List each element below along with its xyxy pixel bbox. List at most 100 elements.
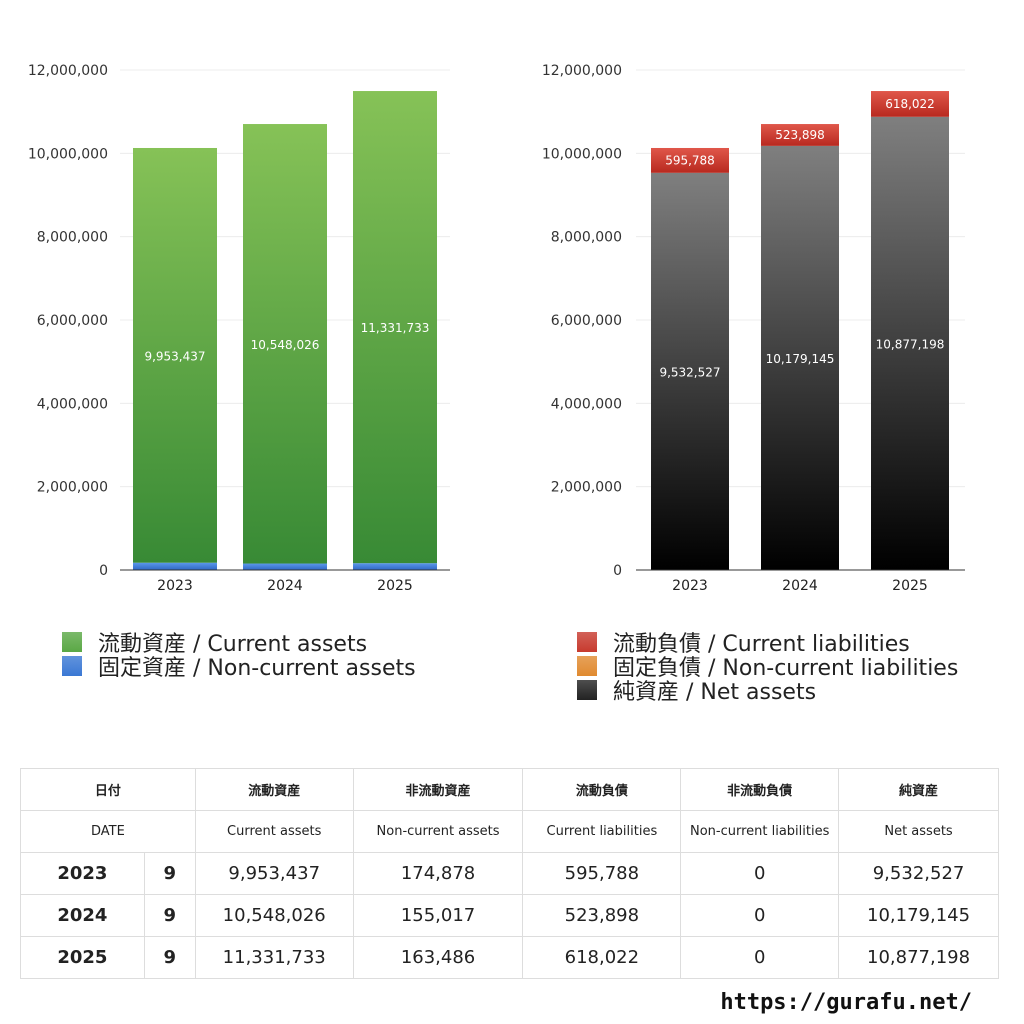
table-row: 2025 9 11,331,733 163,486 618,022 0 10,8… [20,936,999,979]
data-label: 523,898 [775,128,825,142]
legend-assets-item: 固定資産 / Non-current assets [62,654,416,681]
data-label: 595,788 [665,153,715,167]
x-tick-label: 2023 [672,578,708,594]
site-url[interactable]: https://gurafu.net/ [720,990,972,1015]
y-tick-label: 12,000,000 [28,63,108,79]
bar-segment [133,562,217,570]
cell-net-assets: 9,532,527 [838,852,999,895]
bar-segment [871,116,949,570]
cell-current-liabilities: 618,022 [522,936,682,979]
y-tick-label: 6,000,000 [37,313,108,329]
cell-noncurrent-assets: 163,486 [352,936,524,979]
data-label: 10,877,198 [876,337,945,351]
legend-label: 流動負債 / Current liabilities [613,632,910,657]
header-current-assets-jp: 流動資産 [194,768,354,811]
x-tick-label: 2024 [782,578,818,594]
data-label: 11,331,733 [361,321,430,335]
row-year: 2023 [20,852,145,895]
cell-current-assets: 11,331,733 [194,936,354,979]
x-tick-label: 2025 [377,578,413,594]
bar-segment [651,147,729,173]
chart-assets: 0 2,000,000 4,000,000 6,000,000 8,000,000 10,… [28,63,450,594]
header-noncurrent-assets-en: Non-current assets [352,810,524,853]
bar-segment [871,91,949,117]
legend-label: 固定負債 / Non-current liabilities [613,656,959,681]
header-noncurrent-assets-jp: 非流動資産 [352,768,524,811]
header-noncurrent-liabilities-en: Non-current liabilities [680,810,840,853]
header-date-en: DATE [20,810,196,853]
data-table: 日付 流動資産 非流動資産 流動負債 非流動負債 純資産 DATE Curren… [20,768,999,979]
table-header-en: DATE Current assets Non-current assets C… [20,810,999,853]
cell-current-assets: 10,548,026 [194,894,354,937]
y-tick-label: 0 [99,563,108,579]
y-tick-label: 12,000,000 [542,63,622,79]
legend-assets-item: 流動資産 / Current assets [62,630,416,657]
bar-segment [133,147,217,563]
bar-segment [353,563,437,570]
cell-current-assets: 9,953,437 [194,852,354,895]
cell-noncurrent-assets: 174,878 [352,852,524,895]
legend-assets: 流動資産 / Current assets 固定資産 / Non-current … [62,630,416,681]
legend-swatch [577,680,597,700]
header-current-assets-en: Current assets [194,810,354,853]
table-row: 2023 9 9,953,437 174,878 595,788 0 9,532… [20,852,999,895]
cell-net-assets: 10,877,198 [838,936,999,979]
table-header-jp: 日付 流動資産 非流動資産 流動負債 非流動負債 純資産 [20,768,999,811]
cell-noncurrent-assets: 155,017 [352,894,524,937]
bar-segment [651,172,729,570]
data-label: 618,022 [885,97,935,111]
x-tick-label: 2024 [267,578,303,594]
data-label: 10,179,145 [766,352,835,366]
legend-liabilities-item: 純資産 / Net assets [577,678,958,705]
bar-segment [761,145,839,570]
legend-swatch [577,632,597,652]
cell-net-assets: 10,179,145 [838,894,999,937]
legend-label: 固定資産 / Non-current assets [98,656,416,681]
x-tick-label: 2023 [157,578,193,594]
header-noncurrent-liabilities-jp: 非流動負債 [680,768,840,811]
y-tick-label: 6,000,000 [551,313,622,329]
cell-current-liabilities: 523,898 [522,894,682,937]
y-tick-label: 8,000,000 [37,230,108,246]
cell-noncurrent-liabilities: 0 [680,852,840,895]
header-net-assets-jp: 純資産 [838,768,999,811]
legend-liabilities-item: 流動負債 / Current liabilities [577,630,958,657]
y-tick-label: 10,000,000 [542,146,622,162]
row-month: 9 [143,936,196,979]
row-year: 2024 [20,894,145,937]
data-label: 9,532,527 [659,365,720,379]
header-date-jp: 日付 [20,768,196,811]
table-row: 2024 9 10,548,026 155,017 523,898 0 10,1… [20,894,999,937]
header-current-liabilities-en: Current liabilities [522,810,682,853]
cell-current-liabilities: 595,788 [522,852,682,895]
row-year: 2025 [20,936,145,979]
x-tick-label: 2025 [892,578,928,594]
legend-swatch [577,656,597,676]
y-tick-label: 2,000,000 [551,480,622,496]
row-month: 9 [143,894,196,937]
legend-swatch [62,632,82,652]
y-tick-label: 8,000,000 [551,230,622,246]
bar-segment [243,563,327,570]
y-tick-label: 2,000,000 [37,480,108,496]
y-tick-label: 10,000,000 [28,146,108,162]
data-label: 9,953,437 [144,349,205,363]
legend-label: 純資産 / Net assets [613,680,817,705]
charts-canvas: 0 2,000,000 4,000,000 6,000,000 8,000,000 10,… [28,63,965,594]
bar-segment [353,91,437,564]
data-label: 10,548,026 [251,338,320,352]
cell-noncurrent-liabilities: 0 [680,936,840,979]
header-net-assets-en: Net assets [838,810,999,853]
legend-liabilities-item: 固定負債 / Non-current liabilities [577,654,958,681]
cell-noncurrent-liabilities: 0 [680,894,840,937]
legend-swatch [62,656,82,676]
bar-segment [761,124,839,146]
bar-segment [243,124,327,564]
y-tick-label: 4,000,000 [37,396,108,412]
row-month: 9 [143,852,196,895]
y-tick-label: 0 [613,563,622,579]
chart-liabilities: 0 2,000,000 4,000,000 6,000,000 8,000,000 10,… [542,63,965,594]
y-tick-label: 4,000,000 [551,396,622,412]
legend-label: 流動資産 / Current assets [98,632,368,657]
header-current-liabilities-jp: 流動負債 [522,768,682,811]
